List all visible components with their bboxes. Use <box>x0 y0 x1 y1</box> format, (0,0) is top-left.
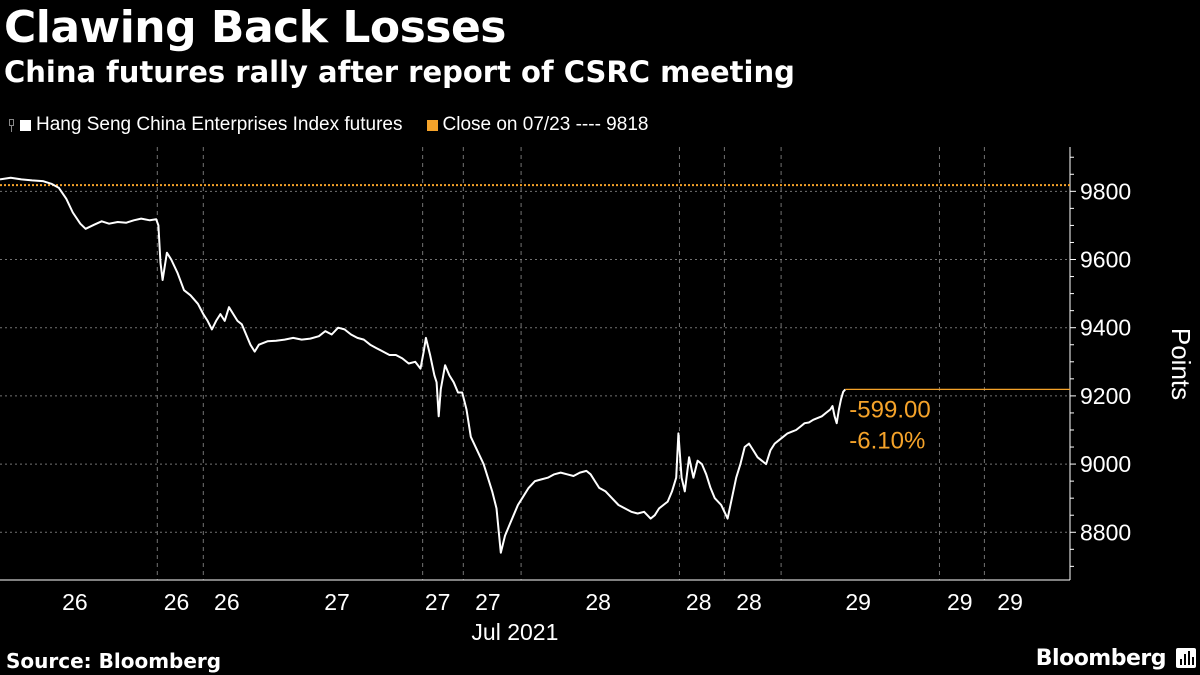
y-axis-title: Points <box>1166 328 1196 400</box>
x-tick-label: 27 <box>425 589 451 615</box>
y-tick-label: 9400 <box>1080 315 1131 341</box>
label-layer: 8800 9000 9200 9400 9600 9800 Points 26 26 26 27 27… <box>62 178 1196 645</box>
chart-subtitle: China futures rally after report of CSRC… <box>4 55 795 89</box>
legend-label-series: Hang Seng China Enterprises Index future… <box>36 114 403 135</box>
change-annotation: -599.00 <box>849 396 930 423</box>
x-tick-label: 27 <box>475 589 501 615</box>
x-tick-label: 27 <box>324 589 350 615</box>
series-line <box>0 176 847 554</box>
x-tick-label: 29 <box>947 589 973 615</box>
legend-label-reference: Close on 07/23 ---- 9818 <box>442 114 649 135</box>
series-layer <box>0 176 1070 554</box>
y-tick-label: 8800 <box>1080 519 1131 545</box>
bloomberg-chart-icon[interactable] <box>1176 648 1196 668</box>
legend: Hang Seng China Enterprises Index future… <box>8 113 672 137</box>
y-tick-label: 9000 <box>1080 451 1131 477</box>
x-tick-label: 28 <box>686 589 712 615</box>
legend-item-series: Hang Seng China Enterprises Index future… <box>20 114 403 136</box>
series-swatch <box>20 119 31 131</box>
x-tick-label: 26 <box>164 589 190 615</box>
grid-layer <box>0 147 1070 580</box>
bloomberg-logo: Bloomberg <box>1035 646 1167 671</box>
x-axis-caption: Jul 2021 <box>471 619 558 645</box>
source-note: Source: Bloomberg <box>6 649 222 673</box>
axis-layer <box>0 147 1076 581</box>
y-tick-label: 9800 <box>1080 178 1131 204</box>
x-tick-label: 26 <box>214 589 240 615</box>
x-tick-label: 26 <box>62 589 88 615</box>
x-tick-label: 28 <box>736 589 762 615</box>
x-tick-label: 29 <box>845 589 871 615</box>
y-tick-label: 9600 <box>1080 247 1131 273</box>
x-tick-label: 28 <box>585 589 611 615</box>
x-tick-label: 29 <box>997 589 1023 615</box>
legend-drag-handle-icon[interactable] <box>8 116 16 134</box>
chart-title: Clawing Back Losses <box>4 2 507 53</box>
legend-item-reference: Close on 07/23 ---- 9818 <box>426 114 649 136</box>
percent-annotation: -6.10% <box>849 427 925 454</box>
y-tick-label: 9200 <box>1080 383 1131 409</box>
reference-swatch <box>426 119 438 131</box>
